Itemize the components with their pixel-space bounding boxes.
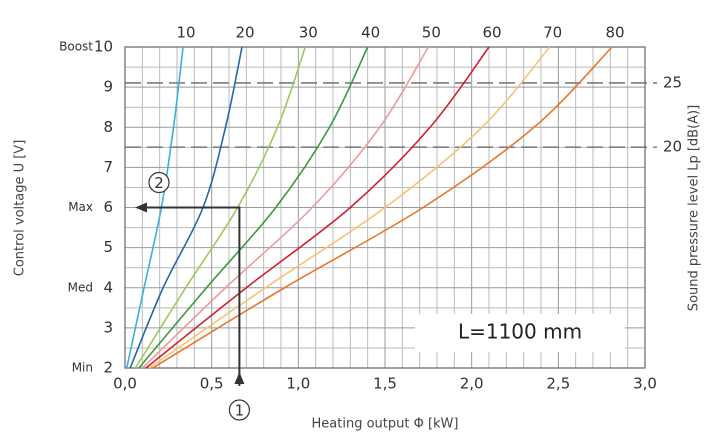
y-tick-name: Max: [68, 200, 93, 214]
series-label: 40: [361, 24, 380, 42]
y-tick-label: 7: [103, 158, 113, 176]
y-tick-name: Med: [68, 280, 93, 294]
annotation-text: L=1100 mm: [458, 320, 582, 344]
y-tick-label: 10: [94, 38, 113, 56]
x-tick-label: 3,0: [633, 375, 657, 393]
series-label: 30: [299, 24, 318, 42]
step-marker: [148, 171, 170, 194]
series-label: 60: [482, 24, 501, 42]
y-tick-label: 3: [103, 318, 113, 336]
step-label: 2: [154, 174, 164, 192]
y-tick-label: 5: [103, 238, 113, 256]
series-label: 80: [606, 24, 625, 42]
series-label: 10: [177, 24, 196, 42]
y-tick-label: 9: [103, 78, 113, 96]
series-line: [145, 46, 490, 369]
step-marker: [228, 399, 250, 421]
y2-tick-label: 20: [663, 138, 682, 156]
series-label: 20: [235, 24, 254, 42]
x-tick-label: 1,0: [286, 375, 310, 393]
step-label: 1: [235, 402, 245, 420]
arrow-left: [135, 202, 147, 213]
x-axis-label: Heating output Φ [kW]: [312, 417, 459, 432]
y2-tick-label: 25: [663, 73, 682, 91]
y-tick-name: Min: [72, 361, 93, 375]
series-line: [148, 46, 551, 369]
series-label: 70: [543, 24, 562, 42]
x-tick-label: 2,0: [460, 375, 484, 393]
plot-frame: [124, 46, 646, 369]
y-tick-label: 8: [103, 118, 113, 136]
example-path: [145, 206, 241, 386]
y-tick-label: 4: [103, 278, 113, 296]
x-tick-label: 0,5: [200, 375, 224, 393]
x-tick-label: 0,0: [113, 375, 137, 393]
series-line: [141, 46, 430, 369]
y-tick-label: 2: [103, 359, 113, 377]
series-label: 50: [422, 24, 441, 42]
series-line: [138, 46, 369, 369]
annotation-box: [415, 314, 625, 352]
x-tick-label: 1,5: [373, 375, 397, 393]
arrow-up: [234, 372, 245, 384]
x-tick-label: 2,5: [546, 375, 570, 393]
y-tick-label: 6: [103, 198, 113, 216]
y-tick-name: Boost: [59, 40, 93, 54]
y-axis-label: Control voltage U [V]: [13, 140, 28, 277]
series-line: [152, 46, 613, 369]
y2-axis-label: Sound pressure level Lp [dB(A)]: [687, 105, 702, 311]
